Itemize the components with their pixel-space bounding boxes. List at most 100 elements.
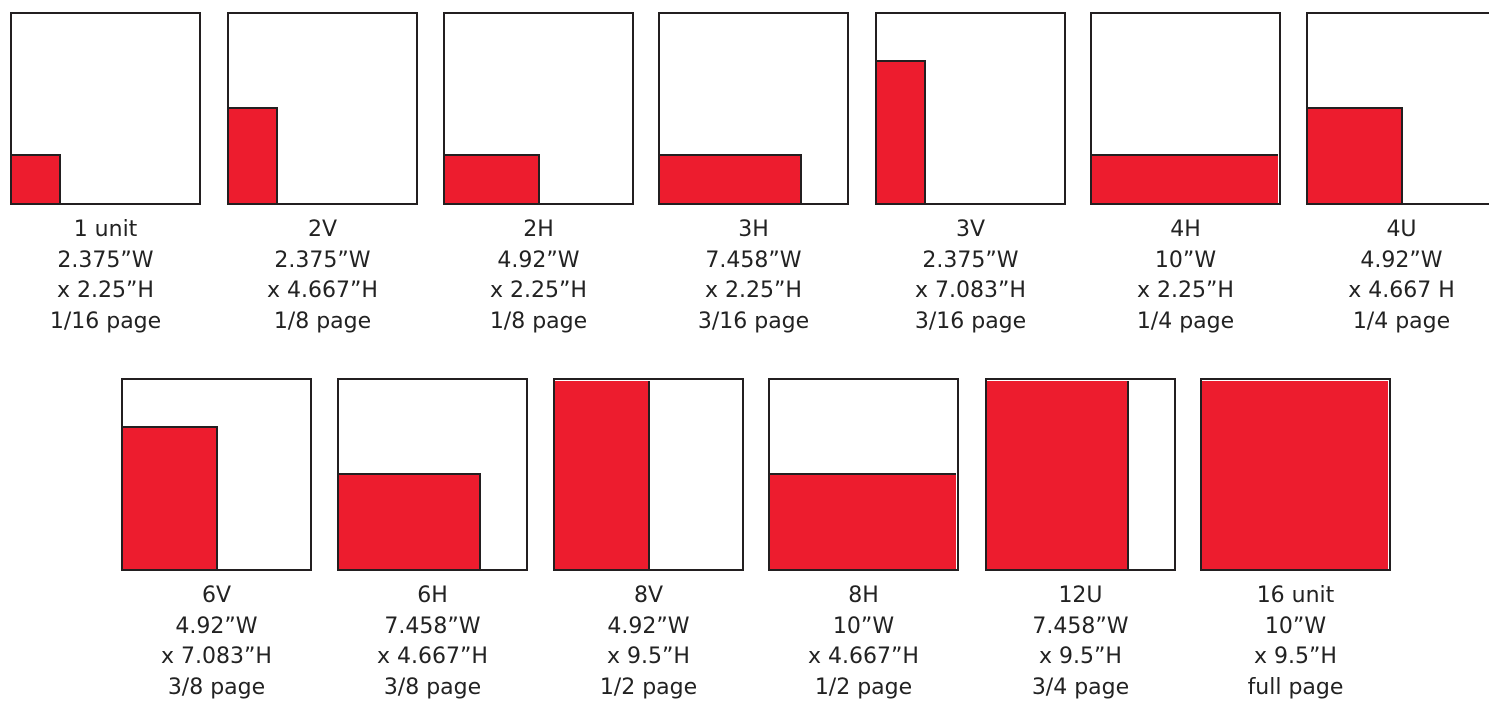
- ad-size-fraction: 3/8 page: [101, 673, 332, 703]
- ad-size-code: 6V: [101, 581, 332, 612]
- ad-size-height: x 4.667”H: [317, 642, 548, 673]
- ad-size-width: 4.92”W: [533, 612, 764, 643]
- ad-size-code: 4H: [1070, 215, 1301, 246]
- ad-area: [1202, 381, 1388, 569]
- ad-size-fraction: 1/16 page: [0, 307, 221, 338]
- page-outline: [553, 378, 744, 571]
- ad-size-height: x 4.667”H: [748, 642, 979, 673]
- ad-size-code: 2V: [207, 215, 438, 246]
- ad-size-height: x 4.667”H: [207, 276, 438, 307]
- ad-size-fraction: full page: [1180, 673, 1411, 703]
- page-outline: [875, 12, 1066, 205]
- ad-size-width: 2.375”W: [855, 246, 1086, 277]
- ad-size-code: 6H: [317, 581, 548, 612]
- ad-size-code: 3V: [855, 215, 1086, 246]
- page-outline: [227, 12, 418, 205]
- ad-area: [1092, 154, 1278, 203]
- ad-area: [877, 60, 926, 203]
- ad-size-width: 7.458”W: [317, 612, 548, 643]
- ad-area: [445, 154, 540, 203]
- ad-size-code: 3H: [638, 215, 869, 246]
- ad-size-width: 10”W: [1180, 612, 1411, 643]
- ad-area: [770, 473, 956, 569]
- ad-size-width: 7.458”W: [965, 612, 1196, 643]
- ad-area: [12, 154, 61, 203]
- ad-size-fraction: 1/2 page: [748, 673, 979, 703]
- ad-size-width: 10”W: [748, 612, 979, 643]
- page-outline: [337, 378, 528, 571]
- page-outline: [121, 378, 312, 571]
- ad-size-width: 7.458”W: [638, 246, 869, 277]
- ad-area: [555, 381, 650, 569]
- ad-size-height: x 2.25”H: [1070, 276, 1301, 307]
- ad-area: [987, 381, 1129, 569]
- ad-size-fraction: 3/8 page: [317, 673, 548, 703]
- ad-size-fraction: 1/4 page: [1286, 307, 1489, 338]
- ad-area: [229, 107, 278, 203]
- page-outline: [10, 12, 201, 205]
- ad-area: [123, 426, 218, 569]
- ad-size-height: x 2.25”H: [423, 276, 654, 307]
- ad-area: [1308, 107, 1403, 203]
- ad-size-height: x 2.25”H: [638, 276, 869, 307]
- page-outline: [443, 12, 634, 205]
- ad-area: [339, 473, 481, 569]
- ad-size-fraction: 1/8 page: [207, 307, 438, 338]
- page-outline: [1090, 12, 1281, 205]
- ad-size-height: x 7.083”H: [855, 276, 1086, 307]
- ad-size-height: x 7.083”H: [101, 642, 332, 673]
- ad-size-code: 4U: [1286, 215, 1489, 246]
- page-outline: [658, 12, 849, 205]
- ad-size-fraction: 3/16 page: [638, 307, 869, 338]
- ad-size-width: 4.92”W: [423, 246, 654, 277]
- ad-size-code: 8V: [533, 581, 764, 612]
- ad-size-height: x 9.5”H: [533, 642, 764, 673]
- ad-size-code: 16 unit: [1180, 581, 1411, 612]
- ad-size-code: 1 unit: [0, 215, 221, 246]
- ad-size-code: 2H: [423, 215, 654, 246]
- ad-size-fraction: 1/4 page: [1070, 307, 1301, 338]
- ad-size-fraction: 1/8 page: [423, 307, 654, 338]
- page-outline: [1200, 378, 1391, 571]
- ad-size-width: 2.375”W: [207, 246, 438, 277]
- ad-size-fraction: 1/2 page: [533, 673, 764, 703]
- ad-size-width: 4.92”W: [1286, 246, 1489, 277]
- ad-size-code: 8H: [748, 581, 979, 612]
- ad-size-code: 12U: [965, 581, 1196, 612]
- ad-size-width: 10”W: [1070, 246, 1301, 277]
- ad-size-height: x 2.25”H: [0, 276, 221, 307]
- ad-size-width: 4.92”W: [101, 612, 332, 643]
- ad-area: [660, 154, 802, 203]
- page-outline: [985, 378, 1176, 571]
- ad-size-height: x 9.5”H: [965, 642, 1196, 673]
- ad-size-height: x 4.667 H: [1286, 276, 1489, 307]
- ad-size-height: x 9.5”H: [1180, 642, 1411, 673]
- page-outline: [768, 378, 959, 571]
- ad-size-fraction: 3/16 page: [855, 307, 1086, 338]
